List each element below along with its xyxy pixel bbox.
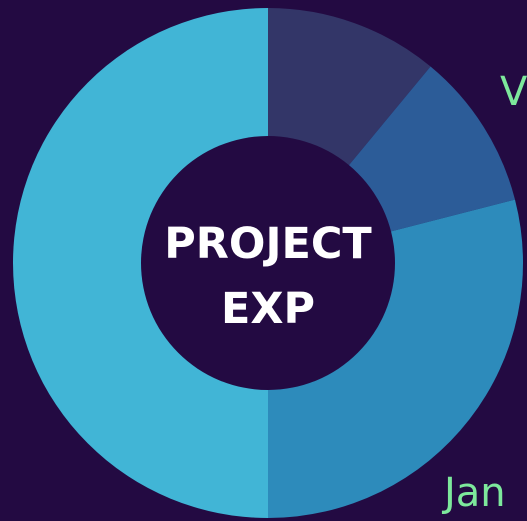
- slice-label-v: V: [500, 69, 527, 115]
- donut-slice-4: [13, 8, 268, 518]
- donut-hole: [141, 136, 395, 390]
- slice-label-jan: Jan: [441, 470, 506, 516]
- center-title-line-1: PROJECT: [164, 219, 372, 269]
- center-title-line-2: EXP: [221, 284, 315, 334]
